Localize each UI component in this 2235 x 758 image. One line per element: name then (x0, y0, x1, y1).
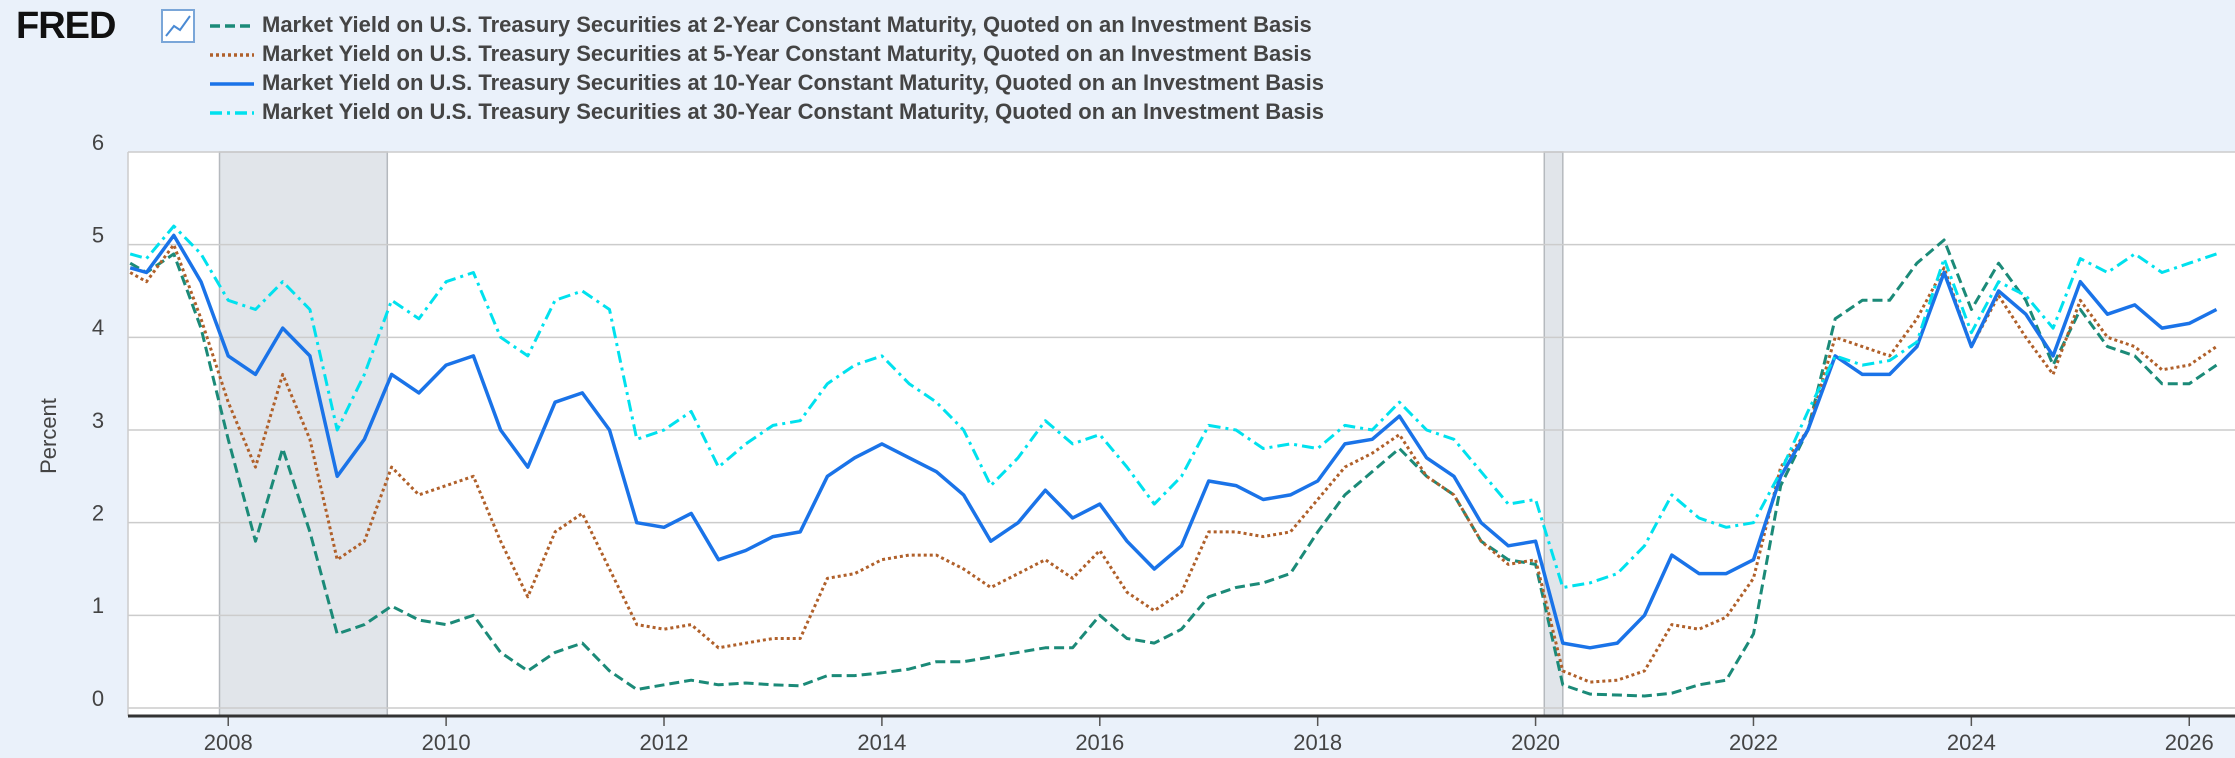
x-tick-label: 2010 (422, 730, 471, 755)
series-line (129, 224, 2217, 589)
recession-shade (218, 151, 389, 717)
x-tick-label: 2024 (1947, 730, 1996, 755)
x-tick-label: 2020 (1511, 730, 1560, 755)
y-tick-label: 6 (92, 130, 104, 155)
legend-label: Market Yield on U.S. Treasury Securities… (262, 12, 1312, 37)
x-tick-label: 2026 (2165, 730, 2214, 755)
brand-logo[interactable]: FRED (16, 5, 116, 47)
y-tick-label: 4 (92, 315, 104, 340)
y-tick-label: 0 (92, 686, 104, 711)
x-tick-label: 2022 (1729, 730, 1778, 755)
legend-label: Market Yield on U.S. Treasury Securities… (262, 70, 1324, 95)
x-tick-label: 2008 (204, 730, 253, 755)
x-tick-label: 2014 (857, 730, 906, 755)
series-line (129, 243, 2218, 684)
x-tick-label: 2016 (1075, 730, 1124, 755)
y-tick-label: 1 (92, 593, 104, 618)
legend-label: Market Yield on U.S. Treasury Securities… (262, 99, 1324, 124)
plot-background (128, 152, 2235, 716)
y-tick-label: 5 (92, 222, 104, 247)
x-tick-label: 2012 (640, 730, 689, 755)
x-tick-label: 2018 (1293, 730, 1342, 755)
series-line (129, 238, 2218, 698)
y-tick-label: 2 (92, 500, 104, 525)
legend-label: Market Yield on U.S. Treasury Securities… (262, 41, 1312, 66)
y-axis-label: Percent (36, 398, 61, 474)
series-line (129, 233, 2218, 650)
brand-icon (161, 9, 195, 43)
y-tick-label: 3 (92, 408, 104, 433)
